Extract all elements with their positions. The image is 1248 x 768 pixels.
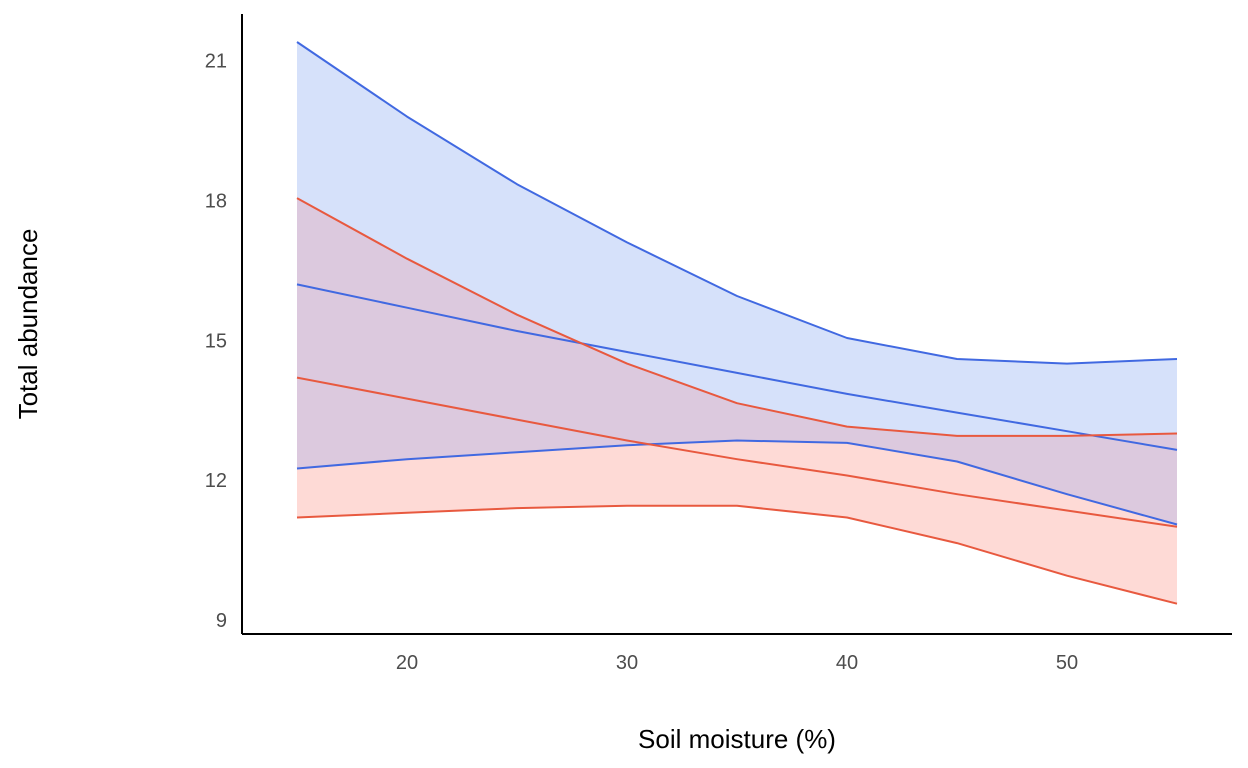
line-blue-upper — [296, 41, 1178, 365]
line-red-lower — [296, 504, 1178, 605]
x-tick-label: 30 — [616, 652, 638, 674]
tick-labels: 20 30 40 50 9 12 15 18 21 — [205, 51, 1078, 674]
x-tick-label: 40 — [836, 652, 858, 674]
y-axis-title: Total abundance — [13, 229, 43, 420]
y-tick-label: 21 — [205, 51, 227, 73]
axes — [241, 14, 1232, 635]
y-tick-label: 12 — [205, 470, 227, 492]
line-blue-lower — [296, 439, 1178, 526]
x-tick-label: 20 — [396, 652, 418, 674]
line-red-upper — [296, 197, 1178, 437]
y-tick-label: 9 — [216, 610, 227, 632]
y-tick-label: 15 — [205, 330, 227, 352]
band-red — [297, 198, 1177, 604]
line-blue-fit — [296, 283, 1178, 451]
plot-area — [296, 41, 1178, 605]
y-tick-label: 18 — [205, 191, 227, 213]
x-tick-label: 50 — [1056, 652, 1078, 674]
line-red-fit — [296, 376, 1178, 528]
x-axis-title: Soil moisture (%) — [638, 724, 836, 754]
